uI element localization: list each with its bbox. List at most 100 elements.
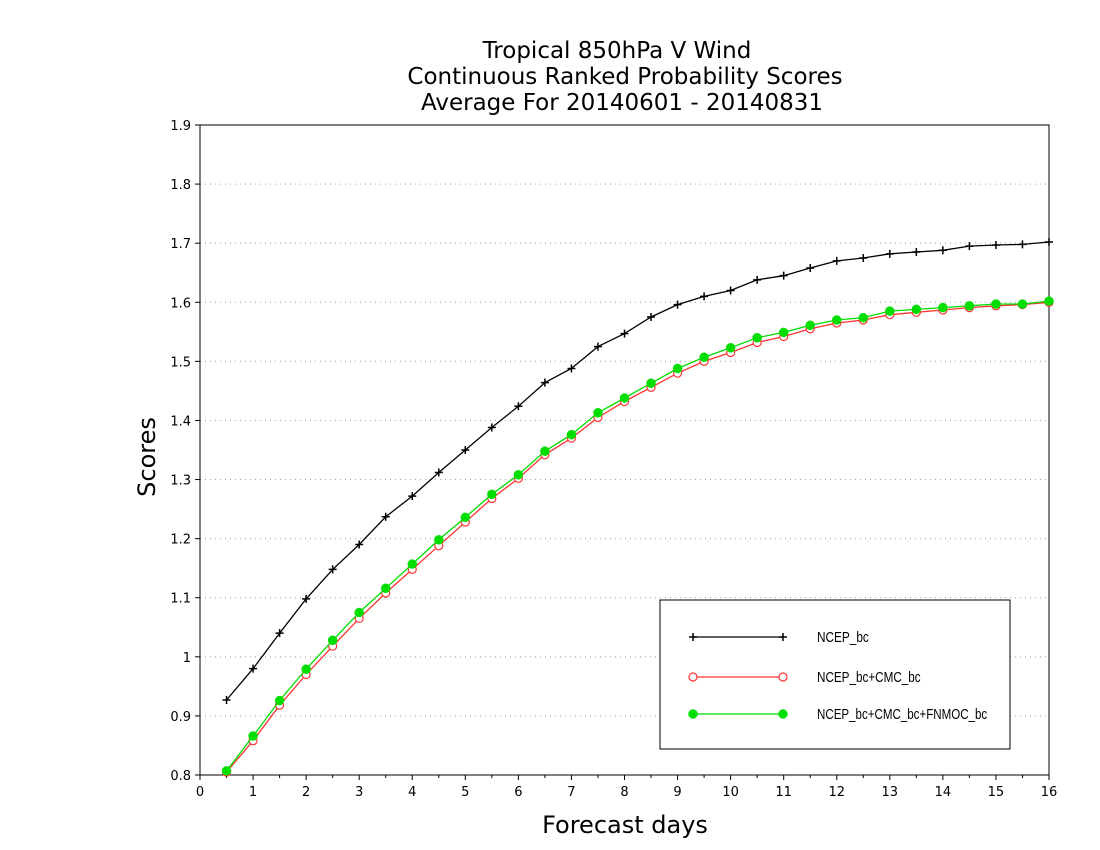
legend-label: NCEP_bc+CMC_bc [817,669,921,686]
data-point [381,512,390,521]
x-tick-label: 13 [882,785,899,800]
legend-marker [688,672,698,682]
chart-title-line-1: Tropical 850hPa V Wind [482,38,752,64]
data-point [221,766,232,776]
data-point [673,300,682,309]
y-tick-label: 0.9 [170,710,191,725]
data-point [275,629,284,638]
data-point [354,607,364,618]
data-point [991,299,1001,309]
legend-label: NCEP_bc+CMC_bc+FNMOC_bc [817,706,988,723]
data-point [779,271,788,280]
data-point [514,402,523,411]
data-point [646,378,656,388]
data-point [885,249,894,258]
data-point [327,635,338,646]
x-axis-title: Forecast days [542,811,708,839]
data-point [699,352,709,362]
data-point [647,313,656,322]
data-point [991,240,1000,249]
legend-entry: NCEP_bc+CMC_bc [688,669,921,686]
y-tick-label: 1.3 [170,474,191,489]
y-tick-label: 1.5 [170,355,191,370]
data-point [832,256,841,265]
data-point [407,559,417,569]
chart-title-line-3: Average For 20140601 - 20140831 [421,90,823,116]
data-point [832,315,842,325]
data-point [248,731,258,741]
x-tick-label: 3 [355,785,363,800]
legend: NCEP_bc NCEP_bc+CMC_bc NCEP_bc+CMC_bc+FNMO… [659,599,1011,750]
x-tick-label: 2 [302,785,310,800]
data-point [858,312,869,323]
data-point [911,304,922,315]
data-point [222,695,231,704]
x-axis: 0 1 2 3 4 5 6 7 8 9 10 11 12 13 14 15 16 [196,775,1057,800]
x-tick-label: 1 [249,785,257,800]
data-point [1018,240,1027,249]
x-tick-label: 4 [408,785,416,800]
data-point [912,248,921,257]
data-point [619,393,630,403]
data-point [487,489,497,500]
x-tick-label: 0 [196,785,204,800]
legend-marker [779,633,787,641]
data-point [566,429,577,440]
data-point [1045,238,1053,246]
x-tick-label: 16 [1041,785,1058,800]
data-point [806,264,815,272]
data-point [302,594,311,603]
data-point [620,329,629,338]
legend-entry: NCEP_bc+CMC_bc+FNMOC_bc [688,706,988,723]
data-point [434,535,444,545]
y-tick-label: 1.4 [170,414,191,429]
data-point [328,565,337,574]
y-tick-label: 1.8 [170,178,191,193]
data-point [805,320,815,331]
data-point [938,302,948,313]
data-point [380,583,391,594]
y-tick-label: 1.6 [170,296,191,311]
chart-title: Tropical 850hPa V Wind Continuous Ranked… [407,38,842,116]
chart-title-line-2: Continuous Ranked Probability Scores [407,64,842,90]
y-axis-title: Scores [133,417,161,497]
x-tick-label: 8 [620,785,628,800]
data-point [540,378,549,387]
x-tick-label: 9 [673,785,681,800]
data-point [1017,299,1028,309]
legend-marker [778,709,788,719]
data-point [567,364,576,373]
data-point [540,446,550,456]
x-tick-label: 15 [988,785,1005,800]
data-point [593,342,602,351]
x-tick-label: 10 [722,785,739,800]
data-point [513,470,524,480]
series-1 [222,238,1053,704]
x-tick-label: 14 [935,785,952,800]
data-point [700,292,709,301]
legend-marker [689,633,697,641]
data-point [778,327,789,338]
legend-entry: NCEP_bc [689,629,869,646]
data-point [274,695,285,706]
data-point [725,343,736,353]
data-point [672,363,683,374]
data-point [408,492,417,501]
series-line [226,241,1050,701]
data-point [1044,296,1054,306]
data-point [249,664,258,673]
data-point [859,253,868,262]
y-axis: 0.8 0.9 1 1.1 1.2 1.3 1.4 1.5 1.6 1.7 1.8 1.9 [170,119,200,784]
x-tick-label: 11 [775,785,792,800]
data-point [938,246,947,255]
legend-entries: NCEP_bc NCEP_bc+CMC_bc NCEP_bc+CMC_bc+FNMO… [688,629,988,723]
data-point [593,408,603,418]
x-tick-label: 6 [514,785,522,800]
data-point [487,423,496,432]
data-point [752,332,762,343]
legend-marker [688,709,698,719]
legend-label: NCEP_bc [817,629,869,646]
data-point [434,468,443,477]
data-point [461,446,470,454]
data-point [301,664,311,674]
